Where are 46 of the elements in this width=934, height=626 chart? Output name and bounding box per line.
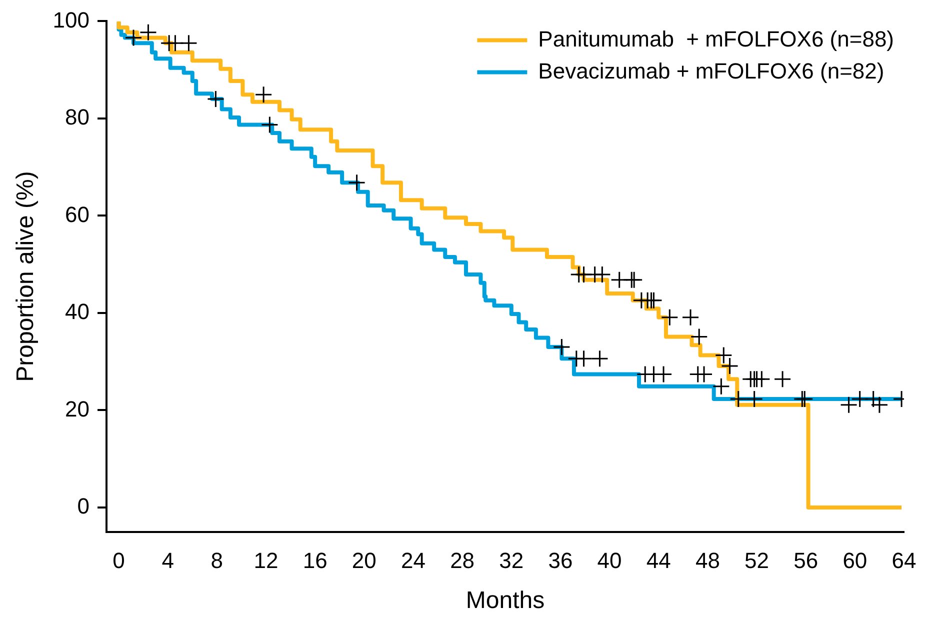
x-tick-label: 28: [450, 548, 475, 574]
y-axis-title: Proportion alive (%): [12, 171, 40, 382]
point: [575, 350, 593, 368]
x-tick-label: 56: [794, 548, 818, 574]
point: [660, 308, 678, 326]
x-tick-label: 36: [548, 548, 573, 574]
point: [712, 378, 730, 396]
point: [730, 390, 748, 408]
y-tick-label: 60: [65, 202, 90, 227]
x-tick-label: 48: [695, 548, 720, 574]
legend-label: Panitumumab + mFOLFOX6 (n=88): [538, 26, 894, 52]
x-tick-label: 32: [499, 548, 524, 574]
y-tick-label: 20: [65, 396, 90, 422]
point: [682, 308, 700, 326]
point: [260, 116, 278, 134]
x-tick-label: 60: [842, 548, 868, 574]
point: [593, 266, 611, 284]
y-tick-label: 80: [65, 104, 90, 130]
point: [124, 28, 142, 46]
point: [552, 338, 570, 356]
x-tick-label: 24: [400, 548, 426, 574]
x-tick-label: 40: [597, 548, 622, 574]
x-tick-label: 64: [892, 548, 916, 574]
x-tick-label: 20: [352, 548, 376, 574]
y-tick-label: 0: [77, 494, 90, 519]
x-tick-label: 4: [162, 548, 174, 574]
y-tick-label: 100: [52, 7, 90, 32]
x-tick-label: 16: [302, 548, 328, 574]
x-axis-title: Months: [466, 587, 545, 614]
x-tick-label: 0: [112, 548, 125, 574]
x-tick-label: 8: [210, 548, 224, 574]
point: [774, 370, 792, 388]
x-tick-label: 52: [744, 548, 770, 574]
point: [348, 174, 366, 192]
point: [590, 350, 608, 368]
legend-label: Bevacizumab + mFOLFOX6 (n=82): [538, 58, 884, 84]
point: [840, 396, 858, 414]
x-tick-label: 44: [646, 548, 671, 574]
point: [206, 90, 224, 108]
point: [180, 34, 198, 52]
point: [690, 328, 708, 346]
y-tick-label: 40: [65, 299, 90, 324]
x-tick-label: 12: [254, 548, 278, 574]
point: [139, 24, 157, 42]
point: [254, 86, 272, 104]
point: [746, 390, 764, 408]
